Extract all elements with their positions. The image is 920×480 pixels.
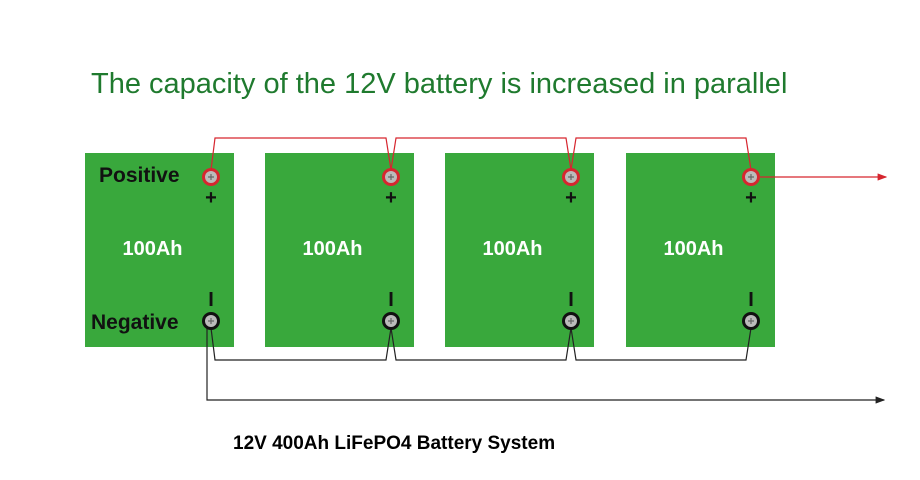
minus-sign-3: I (568, 289, 574, 311)
battery-3-capacity: 100Ah (482, 238, 543, 260)
positive-label: Positive (99, 164, 180, 187)
negative-terminals (202, 312, 760, 330)
system-caption: 12V 400Ah LiFePO4 Battery System (233, 433, 556, 454)
positive-terminal-icon (742, 168, 760, 186)
plus-sign-1: + (205, 187, 217, 209)
positive-terminal-icon (202, 168, 220, 186)
positive-terminals (202, 168, 760, 186)
positive-terminal-icon (562, 168, 580, 186)
negative-terminal-icon (742, 312, 760, 330)
negative-terminal-icon (562, 312, 580, 330)
battery-1-capacity: 100Ah (122, 238, 183, 260)
plus-sign-3: + (565, 187, 577, 209)
positive-wire (210, 137, 888, 181)
negative-label: Negative (91, 311, 179, 334)
plus-sign-4: + (745, 187, 757, 209)
minus-sign-4: I (748, 289, 754, 311)
negative-wire (206, 327, 886, 404)
positive-terminal-icon (382, 168, 400, 186)
negative-output-arrow (206, 328, 886, 404)
minus-sign-2: I (388, 289, 394, 311)
plus-sign-2: + (385, 187, 397, 209)
negative-terminal-icon (382, 312, 400, 330)
diagram-title: The capacity of the 12V battery is incre… (91, 68, 788, 100)
battery-4-capacity: 100Ah (663, 238, 724, 260)
battery-2-capacity: 100Ah (302, 238, 363, 260)
minus-sign-1: I (208, 289, 214, 311)
negative-terminal-icon (202, 312, 220, 330)
